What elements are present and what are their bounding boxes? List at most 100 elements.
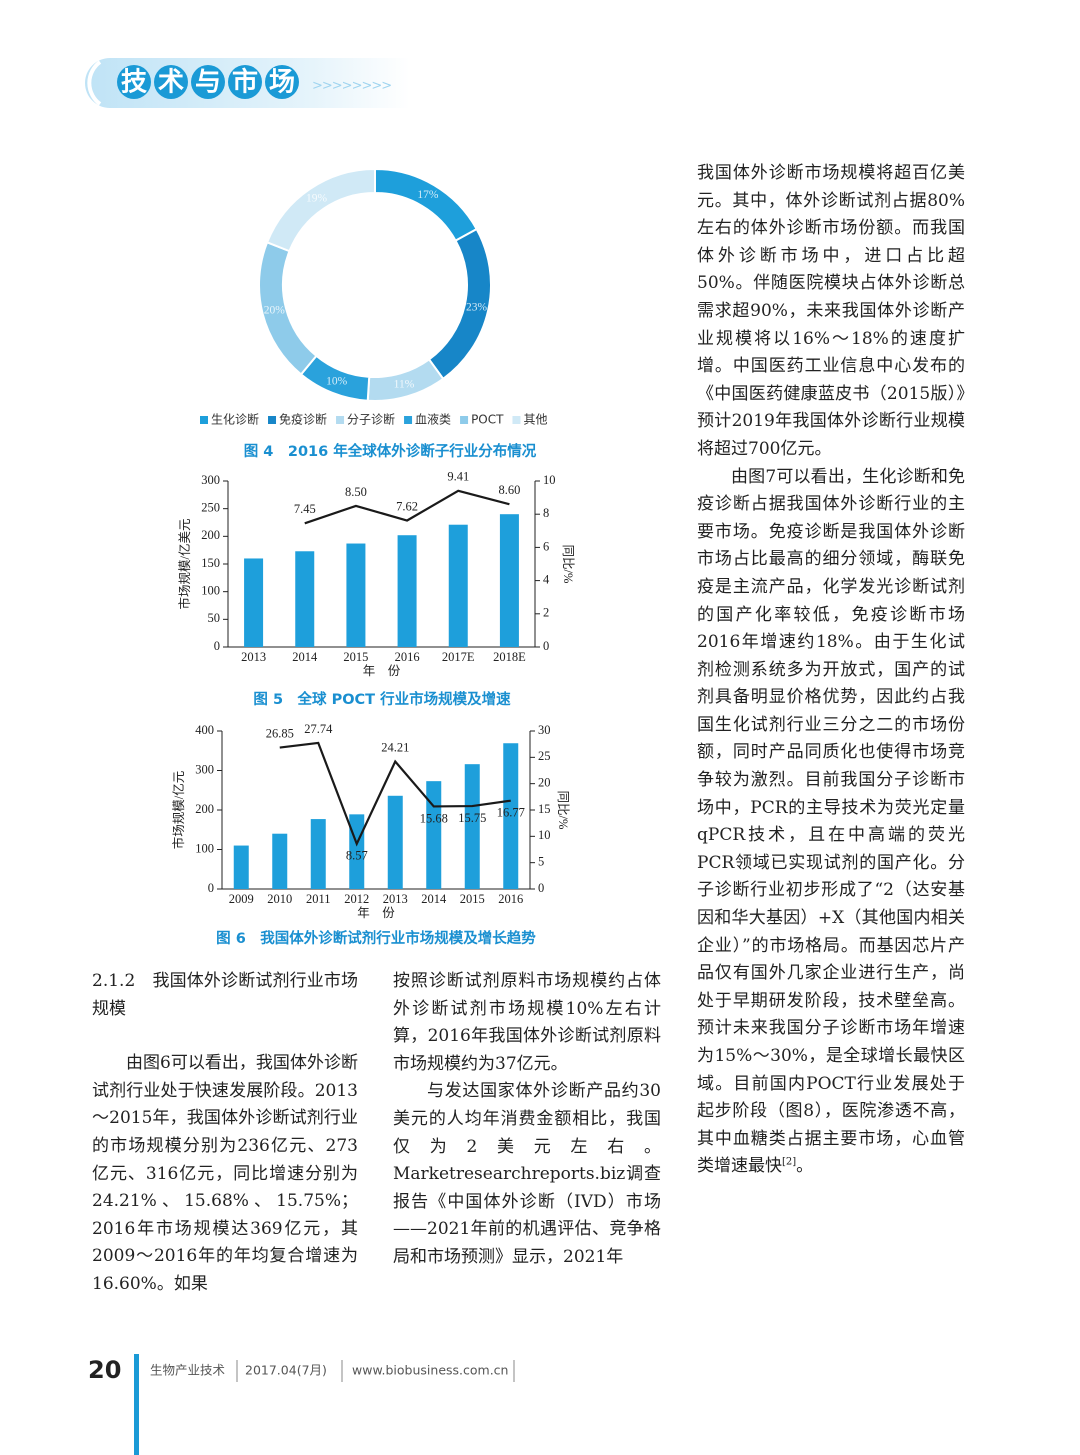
- x-tick-label: 2011: [306, 892, 331, 906]
- chart-title: 图 4 2016 年全球体外诊断子行业分布情况: [244, 442, 537, 460]
- chart-title: 图 6 我国体外诊断试剂行业市场规模及增长趋势: [216, 929, 536, 947]
- footer-bar: [134, 1354, 139, 1455]
- data-label: 15.75: [458, 811, 486, 825]
- paragraph: 由图6可以看出，我国体外诊断试剂行业处于快速发展阶段。2013～2015年，我国…: [92, 1053, 358, 1294]
- x-tick-label: 2010: [267, 892, 292, 906]
- y2-tick-label: 30: [538, 723, 551, 737]
- y2-tick-label: 0: [538, 881, 544, 895]
- bar: [295, 551, 315, 647]
- y-tick-label: 100: [201, 584, 220, 598]
- chevrons: >>>>>>>>: [312, 79, 391, 94]
- paragraph: 与发达国家体外诊断产品约30美元的人均年消费金额相比，我国仅为2美元左右。Mar…: [393, 1081, 661, 1267]
- x-tick-label: 2014: [421, 892, 447, 906]
- section-heading: 2.1.2 我国体外诊断试剂行业市场规模: [92, 971, 358, 1019]
- legend-label: POCT: [471, 413, 504, 427]
- slice-label: 11%: [394, 379, 415, 391]
- legend-swatch: [404, 416, 413, 424]
- legend-label: 分子诊断: [347, 412, 395, 427]
- paragraph: 我国体外诊断市场规模将超百亿美元。其中，体外诊断试剂占据80%左右的体外诊断市场…: [697, 163, 965, 459]
- bar: [233, 845, 249, 889]
- data-label: 8.50: [345, 485, 367, 499]
- y-tick-label: 50: [208, 611, 221, 625]
- data-label: 26.85: [266, 726, 294, 740]
- y2-tick-label: 6: [543, 539, 549, 553]
- y2-tick-label: 0: [543, 639, 549, 653]
- data-label: 7.45: [294, 502, 316, 516]
- legend-label: 免疫诊断: [279, 412, 327, 427]
- data-label: 7.62: [396, 499, 418, 513]
- legend-swatch: [512, 416, 521, 424]
- bar: [387, 795, 403, 889]
- bar: [397, 535, 417, 647]
- middle-column: 按照诊断试剂原料市场规模约占体外诊断试剂市场规模10%左右计算，2016年我国体…: [393, 968, 661, 1272]
- bar: [464, 764, 480, 889]
- x-tick-label: 2013: [383, 892, 408, 906]
- y2-tick-label: 25: [538, 749, 551, 763]
- y2-tick-label: 20: [538, 776, 551, 790]
- slice-label: 19%: [306, 193, 328, 205]
- x-tick-label: 2014: [292, 650, 318, 664]
- x-tick-label: 2013: [241, 650, 266, 664]
- slice-label: 23%: [466, 301, 488, 313]
- y-tick-label: 300: [195, 762, 214, 776]
- y-axis-label: 市场规模/亿美元: [177, 519, 192, 610]
- slice-label: 20%: [264, 305, 286, 317]
- x-tick-label: 2015: [343, 650, 368, 664]
- paragraph-text: 由图7可以看出，生化诊断和免疫诊断占据我国体外诊断行业的主要市场。免疫诊断是我国…: [697, 466, 965, 1177]
- y2-tick-label: 10: [538, 828, 551, 842]
- data-label: 8.60: [498, 483, 520, 497]
- y2-axis-label: 同比/%: [561, 545, 575, 584]
- bar: [244, 558, 264, 647]
- bar: [448, 524, 468, 647]
- y-tick-label: 0: [208, 881, 214, 895]
- data-label: 15.68: [420, 811, 448, 825]
- data-label: 8.57: [346, 849, 368, 863]
- slice: [374, 167, 479, 243]
- x-tick-label: 2016: [395, 650, 420, 664]
- x-tick-label: 2017E: [442, 650, 475, 664]
- y-tick-label: 200: [201, 528, 220, 542]
- legend-label: 生化诊断: [211, 412, 259, 427]
- x-tick-label: 2015: [460, 892, 485, 906]
- y2-tick-label: 15: [538, 802, 551, 816]
- data-label: 16.77: [497, 806, 525, 820]
- paragraph: 由图7可以看出，生化诊断和免疫诊断占据我国体外诊断行业的主要市场。免疫诊断是我国…: [697, 464, 965, 1181]
- y-tick-label: 200: [195, 802, 214, 816]
- legend-label: 其他: [523, 413, 547, 427]
- page-number: 20: [88, 1356, 121, 1384]
- y2-tick-label: 2: [543, 606, 549, 620]
- y-tick-label: 400: [195, 723, 214, 737]
- bar: [499, 514, 519, 647]
- slice-label: 17%: [417, 189, 439, 201]
- paragraph: 按照诊断试剂原料市场规模约占体外诊断试剂市场规模10%左右计算，2016年我国体…: [393, 971, 661, 1074]
- data-label: 27.74: [304, 722, 333, 736]
- issue: 2017.04(7月): [245, 1363, 327, 1378]
- data-label: 24.21: [381, 740, 409, 754]
- legend-swatch: [460, 416, 469, 424]
- paragraph-end: 。: [796, 1156, 814, 1177]
- slice-label: 10%: [326, 375, 348, 387]
- section-title: 技术与市场: [121, 67, 306, 98]
- x-tick-label: 2016: [498, 892, 523, 906]
- y-tick-label: 100: [195, 841, 214, 855]
- bar: [426, 781, 442, 889]
- y2-tick-label: 8: [543, 506, 549, 520]
- citation: [2]: [782, 1156, 797, 1168]
- website: www.biobusiness.com.cn: [352, 1363, 508, 1378]
- bar: [346, 543, 366, 647]
- y2-axis-label: 同比/%: [556, 791, 570, 830]
- data-label: 9.41: [447, 470, 469, 484]
- legend-label: 血液类: [415, 412, 451, 427]
- bar: [310, 819, 326, 889]
- left-column: 2.1.2 我国体外诊断试剂行业市场规模 由图6可以看出，我国体外诊断试剂行业处…: [92, 968, 358, 1299]
- x-axis-label: 年 份: [357, 906, 395, 920]
- right-column: 我国体外诊断市场规模将超百亿美元。其中，体外诊断试剂占据80%左右的体外诊断市场…: [697, 160, 965, 1181]
- y-tick-label: 300: [201, 473, 220, 487]
- banner-arc: [87, 60, 102, 106]
- x-tick-label: 2009: [229, 892, 254, 906]
- y2-tick-label: 4: [543, 572, 550, 586]
- y-tick-label: 150: [201, 556, 220, 570]
- y2-tick-label: 10: [543, 473, 556, 487]
